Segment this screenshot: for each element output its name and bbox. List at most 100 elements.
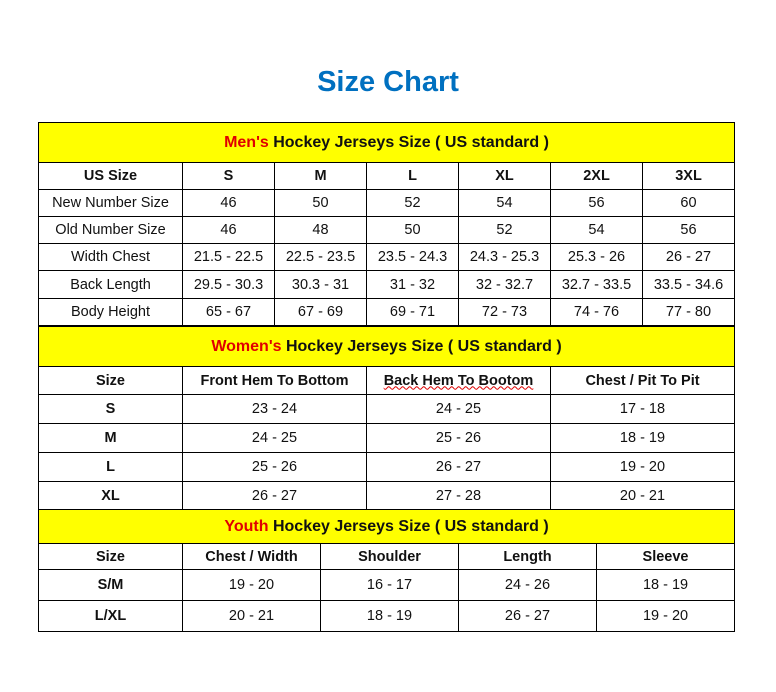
column-header-label: US Size <box>83 168 138 184</box>
table-cell: 22.5 - 23.5 <box>274 243 367 271</box>
column-header-label: Length <box>503 548 552 565</box>
column-header-label: 3XL <box>675 168 702 184</box>
table-row: XL 26 - 27 27 - 28 20 - 21 <box>38 481 735 510</box>
table-cell: 19 - 20 <box>550 452 735 482</box>
mens-size-table: Men's Hockey Jerseys Size ( US standard … <box>38 122 735 326</box>
table-cell: 32 - 32.7 <box>458 270 551 299</box>
table-cell: 56 <box>642 216 735 244</box>
row-label: S/M <box>38 569 183 601</box>
column-header: S <box>182 162 275 190</box>
womens-label: Women's <box>211 337 282 355</box>
column-header-label: Sleeve <box>642 548 689 565</box>
table-cell: 16 - 17 <box>320 569 459 601</box>
table-cell: 54 <box>550 216 643 244</box>
table-cell: 33.5 - 34.6 <box>642 270 735 299</box>
table-cell: 32.7 - 33.5 <box>550 270 643 299</box>
column-header: 3XL <box>642 162 735 190</box>
womens-section-header: Women's Hockey Jerseys Size ( US standar… <box>38 326 735 367</box>
table-cell: 20 - 21 <box>182 600 321 632</box>
youth-label: Youth <box>224 517 269 535</box>
column-header-label: Back Hem To Bootom <box>383 372 534 389</box>
column-header: Front Hem To Bottom <box>182 366 367 395</box>
column-header: XL <box>458 162 551 190</box>
table-cell: 17 - 18 <box>550 394 735 424</box>
table-cell: 31 - 32 <box>366 270 459 299</box>
table-cell: 52 <box>366 189 459 217</box>
column-header: US Size <box>38 162 183 190</box>
table-cell: 24 - 25 <box>366 394 551 424</box>
row-label: XL <box>38 481 183 510</box>
table-cell: 46 <box>182 189 275 217</box>
table-row: Body Height 65 - 67 67 - 69 69 - 71 72 - 73 7… <box>38 298 735 326</box>
header-row: Size Chest / Width Shoulder Length Sleeve <box>38 543 736 570</box>
table-cell: 24.3 - 25.3 <box>458 243 551 271</box>
row-label: L/XL <box>38 600 183 632</box>
mens-header-text: Hockey Jerseys Size ( US standard ) <box>268 133 549 151</box>
row-label: New Number Size <box>38 189 183 217</box>
table-cell: 25 - 26 <box>182 452 367 482</box>
table-cell: 26 - 27 <box>366 452 551 482</box>
row-label: Back Length <box>38 270 183 299</box>
column-header: 2XL <box>550 162 643 190</box>
table-cell: 27 - 28 <box>366 481 551 510</box>
table-row: Back Length 29.5 - 30.3 30.3 - 31 31 - 32 32… <box>38 270 735 299</box>
row-label: Width Chest <box>38 243 183 271</box>
table-row: L 25 - 26 26 - 27 19 - 20 <box>38 452 735 482</box>
column-header: Chest / Width <box>182 543 321 570</box>
table-cell: 26 - 27 <box>642 243 735 271</box>
table-cell: 24 - 25 <box>182 423 367 453</box>
row-label: Old Number Size <box>38 216 183 244</box>
youth-size-table: Youth Hockey Jerseys Size ( US standard … <box>37 509 736 632</box>
column-header: L <box>366 162 459 190</box>
table-cell: 23 - 24 <box>182 394 367 424</box>
column-header: Shoulder <box>320 543 459 570</box>
column-header-label: 2XL <box>583 168 610 184</box>
table-cell: 24 - 26 <box>458 569 597 601</box>
row-label: L <box>38 452 183 482</box>
table-cell: 54 <box>458 189 551 217</box>
table-cell: 77 - 80 <box>642 298 735 326</box>
column-header-label: Front Hem To Bottom <box>200 372 349 389</box>
table-cell: 19 - 20 <box>182 569 321 601</box>
row-label: Body Height <box>38 298 183 326</box>
table-cell: 19 - 20 <box>595 600 736 632</box>
header-row: Size Front Hem To Bottom Back Hem To Booto… <box>38 366 735 395</box>
table-row: M 24 - 25 25 - 26 18 - 19 <box>38 423 735 453</box>
mens-label: Men's <box>224 133 269 151</box>
mens-section-header: Men's Hockey Jerseys Size ( US standard … <box>38 122 735 163</box>
table-cell: 18 - 19 <box>550 423 735 453</box>
column-header-label: M <box>314 168 327 184</box>
table-cell: 26 - 27 <box>182 481 367 510</box>
table-cell: 60 <box>642 189 735 217</box>
table-cell: 65 - 67 <box>182 298 275 326</box>
table-cell: 72 - 73 <box>458 298 551 326</box>
column-header-label: S <box>223 168 234 184</box>
table-cell: 23.5 - 24.3 <box>366 243 459 271</box>
youth-header-text: Hockey Jerseys Size ( US standard ) <box>268 517 549 535</box>
table-cell: 26 - 27 <box>458 600 597 632</box>
table-cell: 18 - 19 <box>320 600 459 632</box>
column-header-label: Shoulder <box>358 548 421 565</box>
table-row: L/XL 20 - 21 18 - 19 26 - 27 19 - 20 <box>38 600 736 632</box>
table-row: S 23 - 24 24 - 25 17 - 18 <box>38 394 735 424</box>
column-header-label: L <box>408 168 417 184</box>
column-header-label: XL <box>495 168 514 184</box>
table-cell: 25 - 26 <box>366 423 551 453</box>
header-row: US Size S M L XL 2XL 3XL <box>38 162 735 190</box>
table-row: Width Chest 21.5 - 22.5 22.5 - 23.5 23.5 - … <box>38 243 735 271</box>
table-cell: 69 - 71 <box>366 298 459 326</box>
column-header: M <box>274 162 367 190</box>
table-cell: 18 - 19 <box>595 569 736 601</box>
column-header: Size <box>38 366 183 395</box>
table-cell: 74 - 76 <box>550 298 643 326</box>
column-header: Sleeve <box>595 543 736 570</box>
table-cell: 56 <box>550 189 643 217</box>
table-row: Old Number Size 46 48 50 52 54 56 <box>38 216 735 244</box>
row-label: M <box>38 423 183 453</box>
table-cell: 46 <box>182 216 275 244</box>
table-cell: 29.5 - 30.3 <box>182 270 275 299</box>
column-header: Back Hem To Bootom <box>366 366 551 395</box>
page-title: Size Chart <box>317 66 459 98</box>
table-cell: 67 - 69 <box>274 298 367 326</box>
column-header-label: Size <box>95 548 125 565</box>
